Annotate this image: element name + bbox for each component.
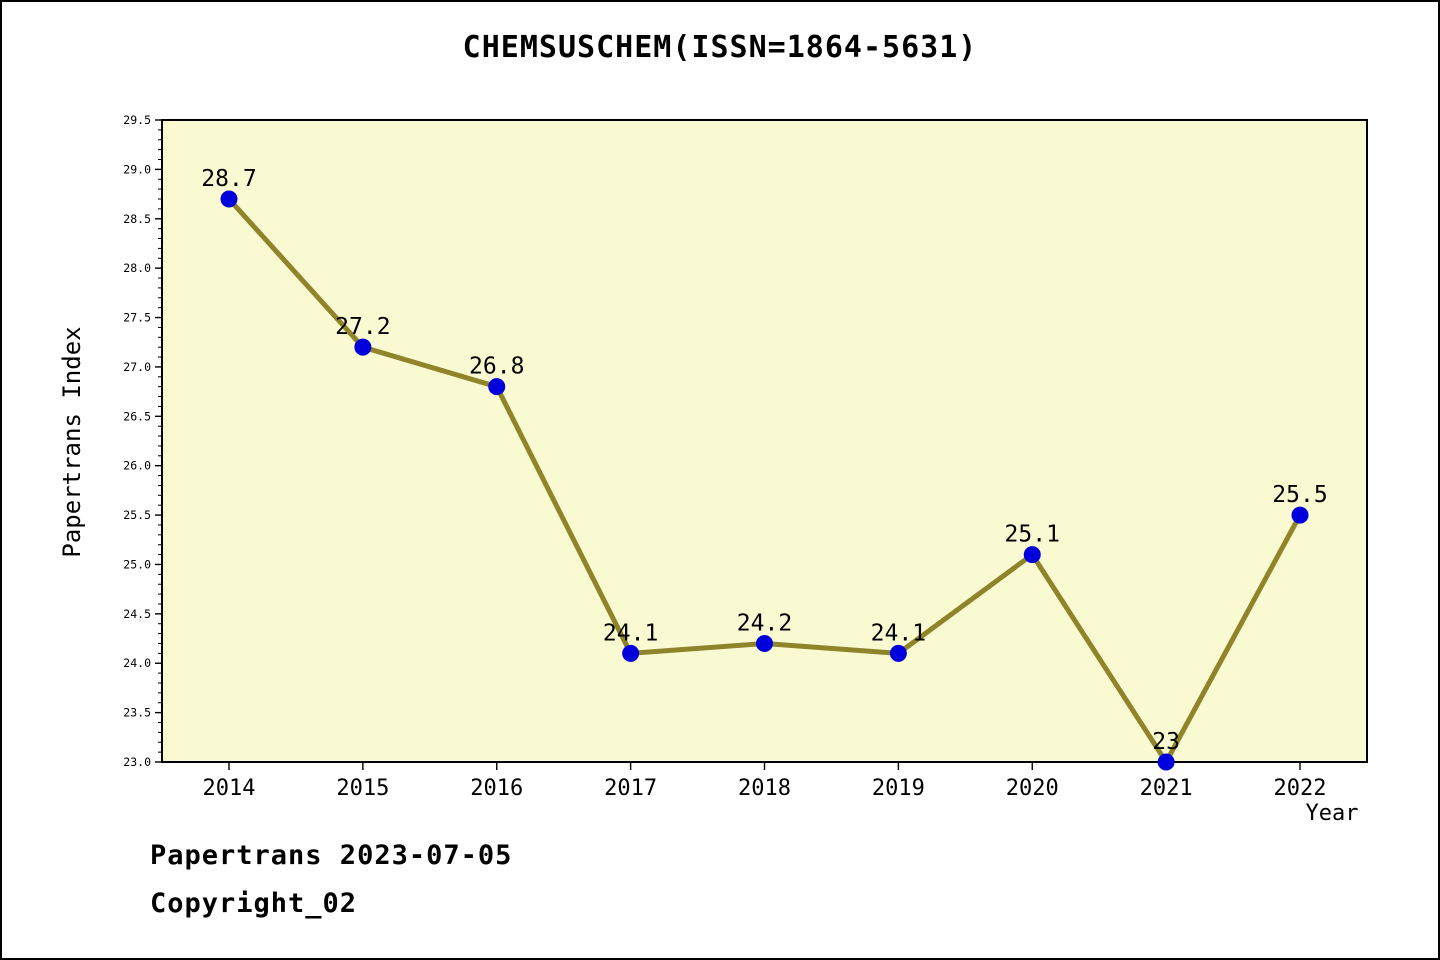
- point-label: 26.8: [469, 354, 524, 380]
- data-point: [889, 644, 907, 662]
- data-point: [220, 190, 238, 208]
- y-axis-title: Papertrans Index: [58, 326, 86, 557]
- x-tick-label: 2022: [1274, 776, 1327, 801]
- data-point: [354, 338, 372, 356]
- y-tick-label: 29.5: [123, 113, 151, 127]
- y-tick-label: 26.0: [123, 459, 151, 473]
- y-tick-label: 23.0: [123, 755, 151, 769]
- point-label: 28.7: [201, 166, 256, 192]
- y-tick-label: 26.5: [123, 409, 151, 423]
- x-axis-title: Year: [1306, 801, 1359, 826]
- x-tick-label: 2019: [872, 776, 925, 801]
- y-tick-label: 27.5: [123, 311, 151, 325]
- data-point: [1023, 546, 1041, 564]
- data-point: [622, 644, 640, 662]
- point-label: 27.2: [335, 314, 390, 340]
- x-tick-label: 2017: [604, 776, 657, 801]
- x-tick-label: 2021: [1140, 776, 1193, 801]
- point-label: 24.2: [737, 610, 792, 636]
- x-tick-label: 2020: [1006, 776, 1059, 801]
- footer-date: Papertrans 2023-07-05: [150, 840, 513, 871]
- chart-title: CHEMSUSCHEM(ISSN=1864-5631): [462, 30, 978, 65]
- x-tick-label: 2018: [738, 776, 791, 801]
- data-point: [756, 634, 773, 652]
- y-tick-label: 24.5: [123, 607, 151, 621]
- y-tick-label: 27.0: [123, 360, 151, 374]
- y-tick-label: 25.5: [123, 508, 151, 522]
- point-label: 23: [1152, 729, 1180, 755]
- y-tick-label: 25.0: [123, 557, 151, 571]
- plot-area: [162, 120, 1367, 762]
- footer-copyright: Copyright_02: [150, 888, 358, 919]
- axis-spine: [161, 119, 1368, 763]
- data-point: [1291, 506, 1309, 524]
- x-tick-label: 2015: [336, 776, 389, 801]
- data-point: [488, 378, 506, 396]
- point-label: 24.1: [871, 620, 926, 646]
- y-tick-label: 23.5: [123, 706, 151, 720]
- y-tick-label: 28.5: [123, 212, 151, 226]
- x-tick-label: 2014: [203, 776, 256, 801]
- data-point: [1157, 753, 1175, 771]
- x-tick-label: 2016: [470, 776, 523, 801]
- y-tick-label: 29.0: [123, 162, 151, 176]
- point-label: 25.1: [1005, 522, 1060, 548]
- y-tick-label: 28.0: [123, 261, 151, 275]
- y-tick-label: 24.0: [123, 656, 151, 670]
- point-label: 25.5: [1272, 482, 1327, 508]
- point-label: 24.1: [603, 620, 658, 646]
